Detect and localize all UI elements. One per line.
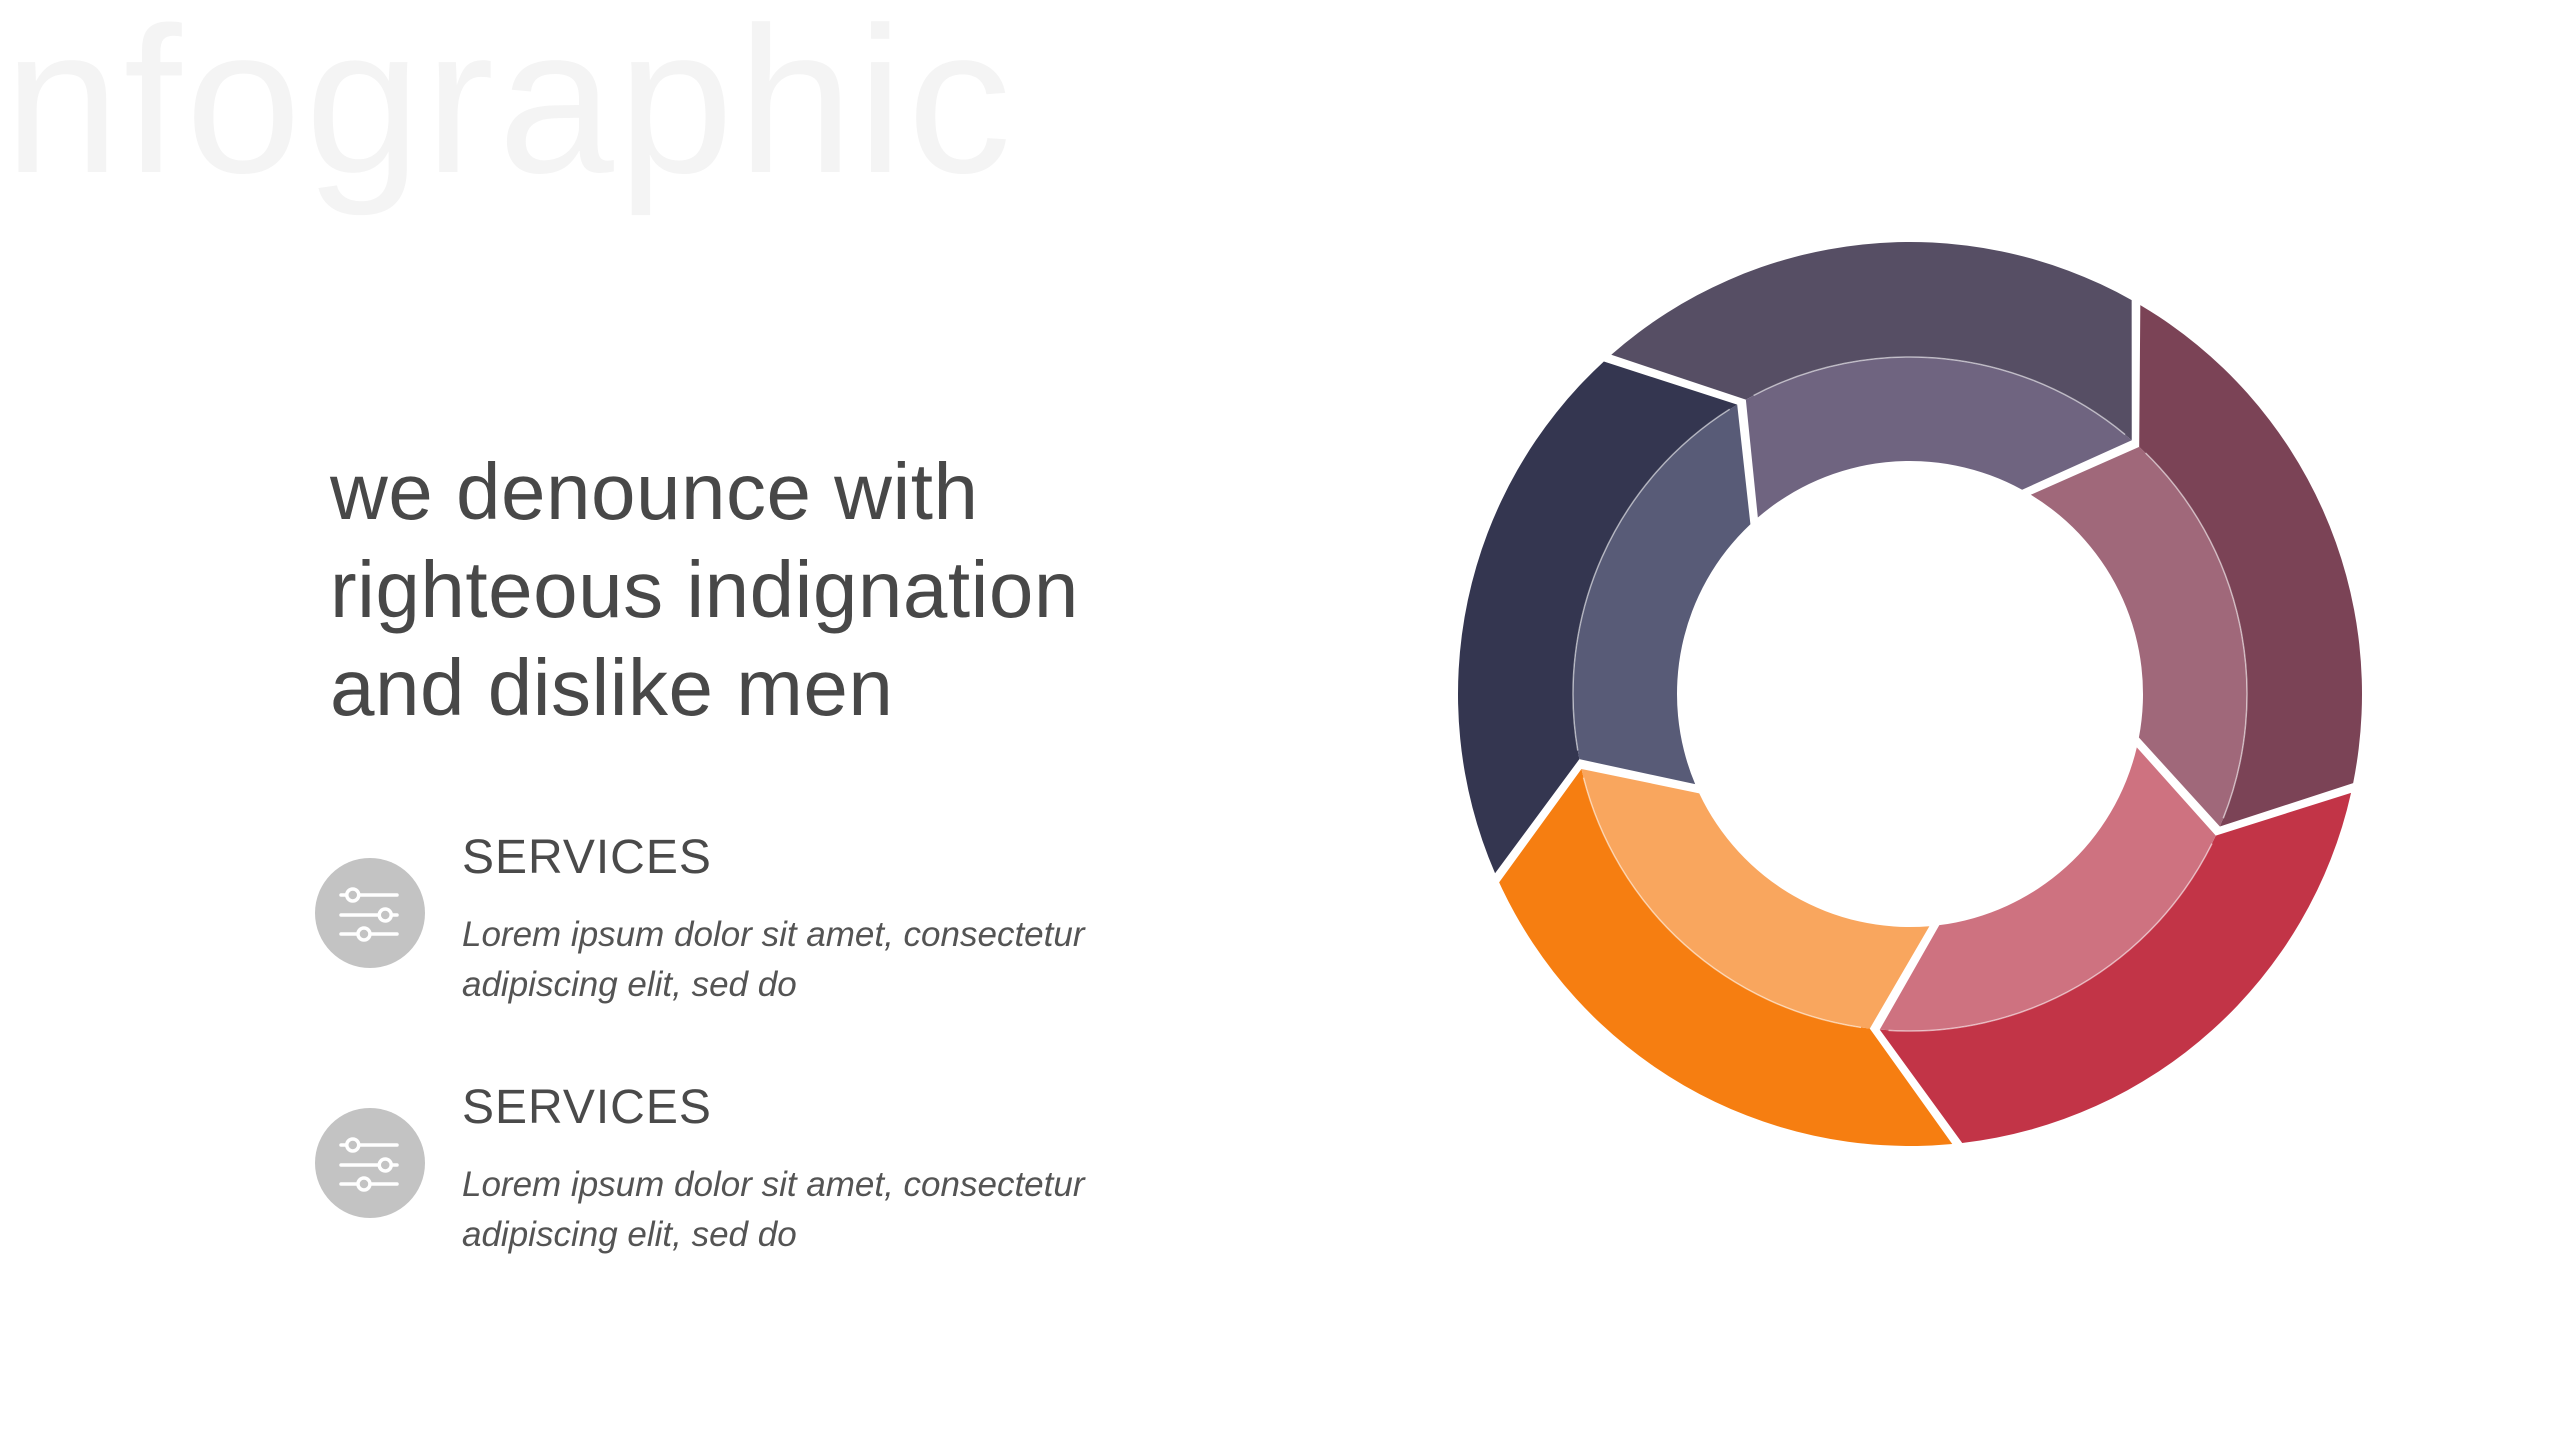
heading-line-3: and dislike men xyxy=(330,643,894,732)
cycle-segment-bottom-left-orange-outer xyxy=(1499,768,1953,1147)
cycle-segment-top-purple-outer xyxy=(1611,241,2132,441)
cycle-segment-top-purple-hairline xyxy=(1753,356,2126,436)
cycle-segment-left-navy-outer xyxy=(1457,361,1738,874)
service-text-block: SERVICES Lorem ipsum dolor sit amet, con… xyxy=(462,834,1084,1010)
service-description: Lorem ipsum dolor sit amet, consectetur … xyxy=(462,1165,1085,1254)
slide-heading: we denounce with righteous indignation a… xyxy=(330,443,1079,737)
service-item-1: SERVICES Lorem ipsum dolor sit amet, con… xyxy=(315,834,1084,1010)
service-title: SERVICES xyxy=(462,1081,712,1134)
cycle-segment-bottom-right-red-inner xyxy=(1879,747,2216,1032)
service-item-2: SERVICES Lorem ipsum dolor sit amet, con… xyxy=(315,1084,1084,1260)
service-text-block: SERVICES Lorem ipsum dolor sit amet, con… xyxy=(462,1084,1084,1260)
service-title: SERVICES xyxy=(462,831,712,884)
heading-line-1: we denounce with xyxy=(330,447,979,536)
background-watermark: nfographic xyxy=(4,0,1016,217)
cycle-segment-bottom-right-red-outer xyxy=(1879,792,2352,1143)
cycle-segment-right-plum-outer xyxy=(2139,305,2363,827)
cycle-segment-bottom-right-red-hairline xyxy=(1888,843,2213,1032)
service-description: Lorem ipsum dolor sit amet, consectetur … xyxy=(462,915,1085,1004)
heading-line-2: righteous indignation xyxy=(330,545,1079,634)
sliders-icon xyxy=(315,1108,425,1218)
cycle-segment-bottom-left-orange-hairline xyxy=(1582,777,1862,1029)
cycle-segment-right-plum-inner xyxy=(2030,446,2247,827)
sliders-icon xyxy=(315,858,425,968)
cycle-segment-left-navy-inner xyxy=(1572,404,1751,785)
cycle-segment-left-navy-hairline xyxy=(1572,408,1731,751)
cycle-segment-top-purple-inner xyxy=(1745,356,2132,518)
cycle-segment-bottom-left-orange-inner xyxy=(1581,768,1930,1029)
cycle-segment-right-plum-hairline xyxy=(2145,452,2248,819)
